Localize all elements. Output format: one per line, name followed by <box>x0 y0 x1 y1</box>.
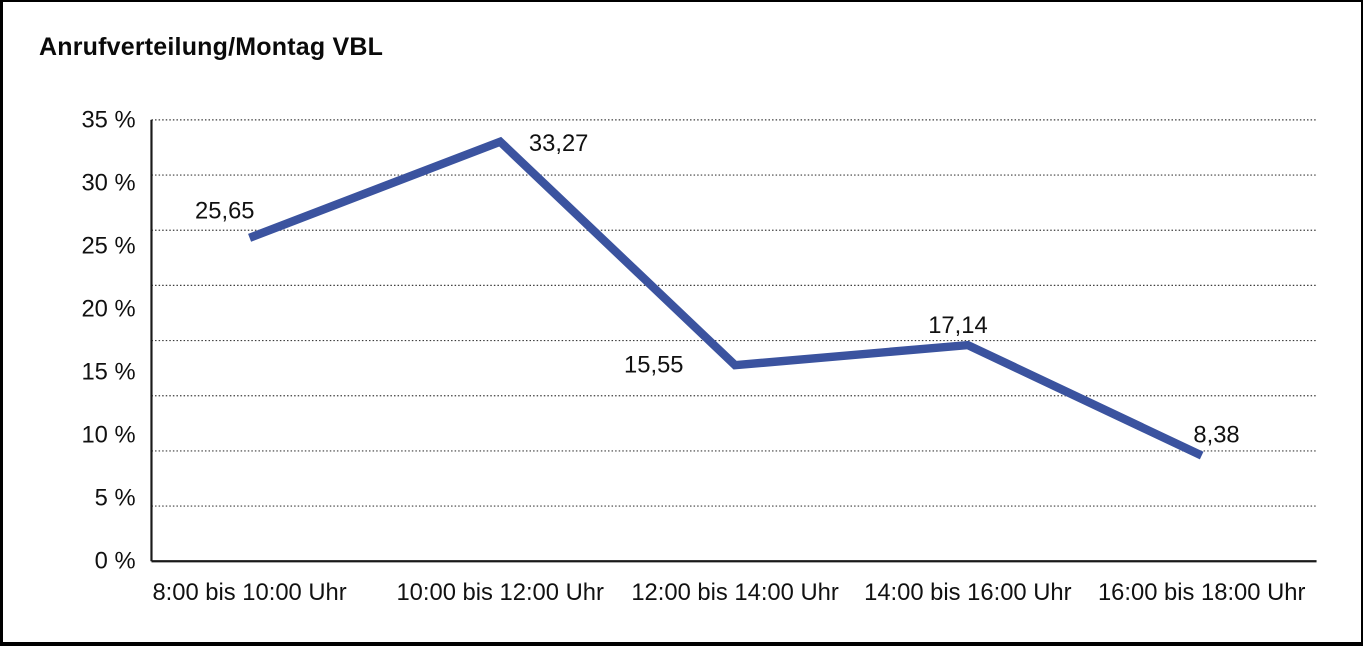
y-axis-label: 15 % <box>81 359 135 386</box>
x-axis-label: 16:00 bis 18:00 Uhr <box>1098 579 1306 606</box>
y-axis-label: 20 % <box>81 296 135 323</box>
y-axis-label: 0 % <box>95 548 136 575</box>
y-axis-label: 30 % <box>81 169 135 196</box>
chart-title: Anrufverteilung/Montag VBL <box>39 33 384 61</box>
y-axis-label: 5 % <box>95 485 136 512</box>
x-axis-label: 12:00 bis 14:00 Uhr <box>631 579 839 606</box>
data-point-label: 8,38 <box>1193 421 1239 448</box>
data-point-label: 33,27 <box>529 130 588 157</box>
line-chart-svg: 35 % 30 % 25 % 20 % 15 % 10 % 5 % 0 % 8:00 bis 1… <box>81 106 1317 606</box>
x-axis-label: 14:00 bis 16:00 Uhr <box>864 579 1072 606</box>
y-axis-label: 25 % <box>81 232 135 259</box>
data-point-label: 17,14 <box>928 312 987 339</box>
data-series-line <box>248 136 1204 460</box>
data-point-label: 25,65 <box>195 198 254 225</box>
x-axis-label: 10:00 bis 12:00 Uhr <box>396 579 604 606</box>
y-axis-label: 35 % <box>81 106 135 133</box>
x-axis-label: 8:00 bis 10:00 Uhr <box>152 579 346 606</box>
data-point-label: 15,55 <box>624 352 683 379</box>
y-axis-label: 10 % <box>81 422 135 449</box>
